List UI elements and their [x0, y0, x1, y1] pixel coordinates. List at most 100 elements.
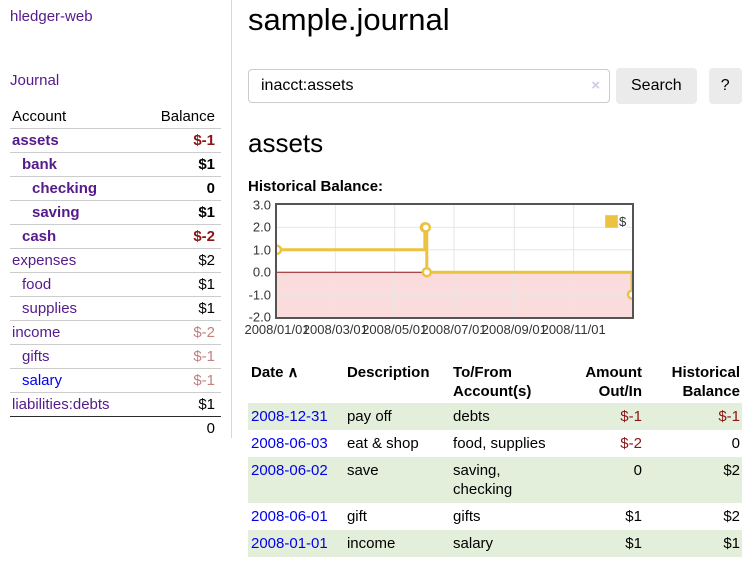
sort-ascending-icon: ∧ [287, 364, 299, 381]
transaction-date-link[interactable]: 2008-06-02 [251, 462, 328, 479]
transaction-row: 2008-06-02 save saving, checking 0 $2 [248, 457, 742, 503]
register-header-row: Date ∧ Description To/From Account(s) Amount O… [248, 361, 742, 403]
sidebar-account-row: salary $-1 [10, 368, 221, 393]
transaction-row: 2008-01-01 income salary $1 $1 [248, 530, 742, 557]
sidebar-account-link[interactable]: income [12, 324, 61, 341]
transaction-row: 2008-06-01 gift gifts $1 $2 [248, 503, 742, 530]
account-balance-value: $-1 [140, 344, 221, 369]
journal-nav: Journal [10, 72, 221, 89]
x-axis-label: 2008/03/01 [302, 322, 368, 337]
x-axis-label: 2008/11/01 [541, 322, 606, 337]
transaction-date-link[interactable]: 2008-12-31 [251, 408, 328, 425]
sidebar-account-link[interactable]: saving [32, 204, 80, 221]
sidebar-account-row: gifts $-1 [10, 344, 221, 369]
sidebar-account-link[interactable]: supplies [22, 300, 78, 317]
amount-cell: 0 [633, 462, 642, 479]
sidebar-account-link[interactable]: bank [22, 156, 58, 173]
sidebar-account-link[interactable]: gifts [22, 348, 50, 365]
data-point-marker [420, 222, 432, 233]
column-header-date[interactable]: Date ∧ [251, 364, 299, 381]
data-point-marker [626, 289, 632, 300]
y-axis-label: 3.0 [252, 197, 271, 213]
sidebar-account-row: food $1 [10, 272, 221, 297]
sidebar-account-row: assets $-1 [10, 128, 221, 153]
amount-cell: $-2 [620, 435, 642, 452]
legend-swatch-icon [605, 215, 618, 228]
sidebar-account-link[interactable]: assets [12, 132, 59, 149]
chart-plot-area [275, 203, 634, 319]
main-content: sample.journal × Search ? assets Histori… [244, 0, 742, 557]
amount-cell: $-1 [620, 408, 642, 425]
sidebar-account-row: checking 0 [10, 176, 221, 201]
historical-balance-chart: $ 3.0 2.0 1.0 0.0 -1.0 -2.0 2008/01/01 2008/03/… [244, 199, 742, 345]
data-point-marker [277, 244, 283, 256]
description-cell: eat & shop [346, 435, 419, 452]
journal-link[interactable]: Journal [10, 72, 60, 89]
transaction-date-link[interactable]: 2008-01-01 [251, 535, 328, 552]
data-point-marker [421, 266, 433, 278]
search-button[interactable]: Search [616, 68, 697, 104]
search-form: × Search ? [248, 68, 742, 104]
column-header-description: Description [346, 364, 430, 381]
brand-link[interactable]: hledger-web [10, 8, 93, 25]
y-axis-label: 1.0 [252, 242, 271, 258]
accounts-total-row: 0 [10, 416, 221, 440]
x-axis-label: 2008/01/01 [244, 322, 310, 337]
sidebar-account-link[interactable]: salary [22, 372, 63, 389]
balance-cell: $2 [723, 462, 740, 479]
search-input[interactable] [248, 69, 610, 103]
column-header-balance: Historical Balance [671, 364, 740, 400]
description-cell: pay off [346, 408, 392, 425]
transaction-row: 2008-12-31 pay off debts $-1 $-1 [248, 403, 742, 430]
transaction-date-link[interactable]: 2008-06-01 [251, 508, 328, 525]
chart-title: Historical Balance: [248, 178, 384, 195]
page-title: sample.journal [248, 2, 450, 37]
transaction-row: 2008-06-03 eat & shop food, supplies $-2 0 [248, 430, 742, 457]
y-axis-label: 2.0 [252, 219, 271, 235]
sidebar-account-row: income $-2 [10, 320, 221, 345]
transaction-date-link[interactable]: 2008-06-03 [251, 435, 328, 452]
account-balance-value: $1 [140, 272, 221, 297]
account-balance-value: $-1 [140, 128, 221, 153]
column-header-accounts: To/From Account(s) [453, 364, 532, 400]
y-axis-label: 0.0 [252, 264, 271, 280]
help-button[interactable]: ? [708, 68, 742, 104]
sidebar-account-link[interactable]: cash [22, 228, 57, 245]
search-input-wrap: × [248, 69, 610, 103]
account-balance-value: $1 [140, 296, 221, 321]
account-balance-value: $-2 [140, 320, 221, 345]
accounts-header-account: Account [12, 108, 67, 125]
legend-label: $ [619, 214, 627, 229]
y-axis-label: -1.0 [248, 287, 271, 303]
sidebar-account-link[interactable]: liabilities:debts [12, 396, 110, 413]
sidebar-account-link[interactable]: food [22, 276, 52, 293]
accounts-cell: debts [453, 408, 490, 425]
x-axis-label: 2008/07/01 [421, 322, 487, 337]
accounts-header-balance: Balance [160, 108, 215, 125]
balance-cell: $2 [723, 508, 740, 525]
account-balance-value: $1 [140, 152, 221, 177]
clear-search-icon[interactable]: × [591, 77, 600, 94]
account-balance-value: 0 [140, 176, 221, 201]
amount-cell: $1 [625, 535, 642, 552]
amount-cell: $1 [625, 508, 642, 525]
account-balance-value: $2 [140, 248, 221, 273]
accounts-cell: gifts [453, 508, 481, 525]
column-header-amount: Amount Out/In [585, 364, 642, 400]
account-balance-value: $-2 [140, 224, 221, 249]
account-balance-value: $1 [140, 200, 221, 225]
accounts-cell: salary [453, 535, 494, 552]
sidebar-account-link[interactable]: checking [32, 180, 98, 197]
sidebar-account-row: bank $1 [10, 152, 221, 177]
description-cell: income [346, 535, 396, 552]
description-cell: gift [346, 508, 367, 525]
account-heading: assets [248, 128, 324, 158]
y-axis-label: -2.0 [248, 309, 271, 325]
x-axis-label: 2008/05/01 [362, 322, 428, 337]
account-balance-value: $-1 [140, 368, 221, 393]
accounts-cell: food, supplies [453, 435, 546, 452]
accounts-cell: saving, checking [453, 462, 513, 498]
sidebar-account-link[interactable]: expenses [12, 252, 77, 269]
sidebar-account-row: cash $-2 [10, 224, 221, 249]
